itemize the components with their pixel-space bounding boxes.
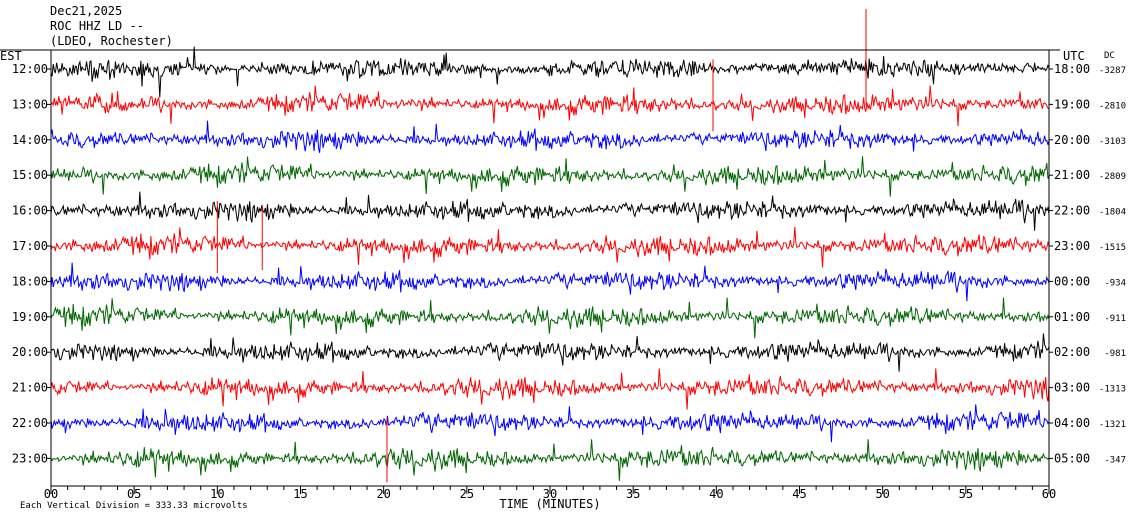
trace-1700	[50, 226, 1050, 268]
dc-offset-label: -2809	[1099, 172, 1126, 182]
utc-time-label: 19:00	[1054, 97, 1090, 111]
est-time-label: 18:00	[12, 274, 48, 288]
utc-time-label: 03:00	[1054, 381, 1090, 395]
dc-offset-label: -3287	[1099, 66, 1126, 76]
dc-offset-label: -981	[1104, 349, 1126, 359]
est-time-label: 21:00	[12, 381, 48, 395]
trace-1200	[50, 46, 1050, 98]
utc-time-label: 21:00	[1054, 168, 1090, 182]
trace-1500	[50, 156, 1050, 197]
x-tick-label: 30	[543, 487, 557, 501]
dc-offset-label: -1313	[1099, 385, 1126, 395]
x-tick-label: 55	[959, 487, 973, 501]
trace-1300	[50, 85, 1050, 127]
dc-offset-label: -1321	[1099, 420, 1126, 430]
x-tick-label: 00	[44, 487, 58, 501]
x-axis-title: TIME (MINUTES)	[499, 497, 600, 511]
x-tick-label: 45	[792, 487, 806, 501]
est-time-label: 20:00	[12, 345, 48, 359]
x-tick-label: 15	[293, 487, 307, 501]
est-time-label: 16:00	[12, 204, 48, 218]
x-tick-label: 35	[626, 487, 640, 501]
trace-2000	[50, 333, 1050, 372]
x-tick-label: 20	[376, 487, 390, 501]
trace-2100	[50, 368, 1050, 410]
est-time-label: 13:00	[12, 97, 48, 111]
plot-frame	[0, 49, 1060, 494]
est-time-label: 12:00	[12, 62, 48, 76]
dc-offset-label: -3103	[1099, 137, 1126, 147]
est-time-label: 14:00	[12, 133, 48, 147]
est-axis-label: EST	[0, 49, 22, 63]
trace-1900	[50, 297, 1050, 339]
utc-time-label: 18:00	[1054, 62, 1090, 76]
utc-time-label: 23:00	[1054, 239, 1090, 253]
axis-labels: EST UTC DC 12:00 18:00 -3287 13:00 19:00 -2810 14…	[0, 49, 1126, 511]
utc-time-label: 05:00	[1054, 451, 1090, 465]
trace-2300	[50, 439, 1050, 481]
utc-time-label: 00:00	[1054, 274, 1090, 288]
dc-offset-label: -1515	[1099, 243, 1126, 253]
trace-1600	[50, 191, 1050, 231]
est-time-label: 22:00	[12, 416, 48, 430]
est-time-label: 19:00	[12, 310, 48, 324]
x-tick-label: 10	[210, 487, 224, 501]
utc-time-label: 22:00	[1054, 204, 1090, 218]
est-time-label: 23:00	[12, 451, 48, 465]
trace-1400	[50, 120, 1050, 153]
date-label: Dec21,2025	[50, 4, 123, 18]
x-tick-label: 40	[709, 487, 723, 501]
utc-time-label: 02:00	[1054, 345, 1090, 359]
utc-time-label: 01:00	[1054, 310, 1090, 324]
utc-time-label: 20:00	[1054, 133, 1090, 147]
scale-footnote: Each Vertical Division = 333.33 microvol…	[20, 501, 248, 511]
trace-2200	[50, 404, 1050, 443]
est-time-label: 17:00	[12, 239, 48, 253]
station-label: ROC HHZ LD --	[50, 19, 144, 33]
dc-offset-label: -1804	[1099, 208, 1126, 218]
location-label: (LDEO, Rochester)	[50, 34, 173, 48]
x-tick-label: 50	[875, 487, 889, 501]
x-tick-label: 05	[127, 487, 141, 501]
est-time-label: 15:00	[12, 168, 48, 182]
trace-1800	[50, 262, 1050, 302]
x-tick-label: 60	[1042, 487, 1056, 501]
dc-offset-label: -911	[1104, 314, 1126, 324]
dc-column-label: DC	[1104, 51, 1115, 61]
utc-axis-label: UTC	[1063, 49, 1085, 63]
dc-offset-label: -2810	[1099, 101, 1126, 111]
x-tick-label: 25	[460, 487, 474, 501]
utc-time-label: 04:00	[1054, 416, 1090, 430]
dc-offset-label: -934	[1104, 278, 1126, 288]
seismic-traces	[50, 9, 1050, 483]
dc-offset-label: -347	[1104, 455, 1126, 465]
